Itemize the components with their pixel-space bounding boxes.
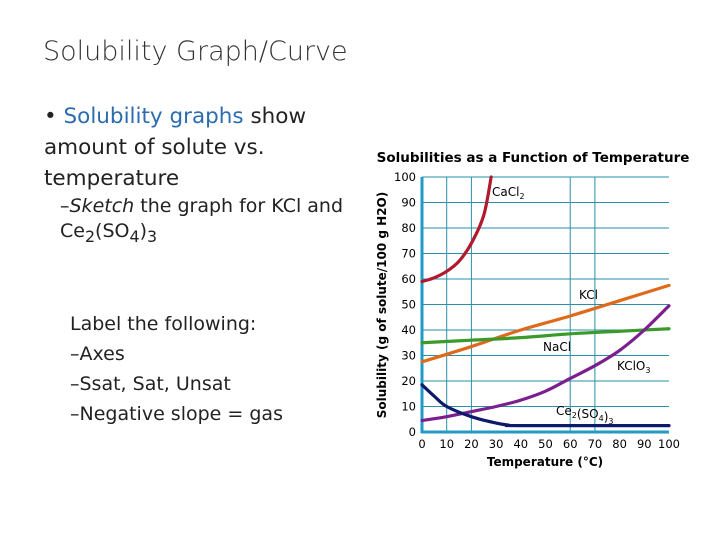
y-tick-label: 40 xyxy=(401,323,416,337)
y-tick-label: 70 xyxy=(401,247,416,261)
bullet-1-highlight: Solubility graphs xyxy=(63,104,244,129)
x-tick-label: 40 xyxy=(513,437,528,451)
series-line-nacl xyxy=(420,327,671,345)
formula: (SO xyxy=(95,220,130,242)
y-tick-label: 20 xyxy=(401,374,416,388)
x-axis-label: Temperature (°C) xyxy=(487,455,603,469)
y-tick-label: 100 xyxy=(394,170,416,184)
bullet-mark: • xyxy=(44,104,57,129)
sub-bullet-text: the graph for KCl and Ce xyxy=(60,195,344,242)
dash: – xyxy=(70,343,80,365)
slide-title: Solubility Graph/Curve xyxy=(43,36,348,67)
y-tick-label: 80 xyxy=(401,221,416,235)
sub4: 4 xyxy=(129,226,140,246)
dash: – xyxy=(70,373,80,395)
series-label: Ce2(SO4)3 xyxy=(556,404,613,426)
x-tick-label: 0 xyxy=(418,437,425,451)
label-item: –Ssat, Sat, Unsat xyxy=(70,369,283,399)
bullet-1-text: show amount of solute vs. temperature xyxy=(44,104,307,191)
sub-bullet: –Sketch the graph for KCl and Ce2(SO4)3 xyxy=(60,194,370,249)
label-heading: Label the following: xyxy=(70,313,257,335)
sketch-word: Sketch xyxy=(69,195,135,217)
label-item-text: Axes xyxy=(79,343,125,365)
formula-end: ) xyxy=(139,220,147,242)
sub2: 2 xyxy=(84,226,96,246)
label-item: –Axes xyxy=(70,339,283,369)
y-tick-label: 50 xyxy=(401,298,416,312)
x-tick-label: 30 xyxy=(489,437,504,451)
dash: – xyxy=(70,403,80,425)
dash: – xyxy=(60,195,70,217)
y-tick-label: 10 xyxy=(401,400,416,414)
y-axis-label: Solubility (g of solute/100 g H2O) xyxy=(375,192,389,418)
label-item: –Negative slope = gas xyxy=(70,399,283,429)
x-tick-label: 10 xyxy=(439,437,454,451)
series-line-kcl xyxy=(420,283,671,364)
chart-title: Solubilities as a Function of Temperatur… xyxy=(377,150,690,166)
label-item-text: Negative slope = gas xyxy=(79,403,283,425)
label-list: Label the following: –Axes –Ssat, Sat, U… xyxy=(70,309,283,429)
bullet-1: • Solubility graphs show amount of solut… xyxy=(44,101,344,194)
series-line-ce2so43 xyxy=(420,383,671,428)
label-item-text: Ssat, Sat, Unsat xyxy=(79,373,231,395)
y-tick-label: 90 xyxy=(401,196,416,210)
series-label: KCl xyxy=(579,288,598,302)
series-label: NaCl xyxy=(543,340,571,354)
y-tick-label: 0 xyxy=(409,425,416,439)
x-tick-label: 100 xyxy=(658,437,680,451)
x-tick-label: 50 xyxy=(538,437,553,451)
y-tick-label: 60 xyxy=(401,272,416,286)
series-label: CaCl2 xyxy=(492,185,525,201)
x-tick-label: 20 xyxy=(464,437,479,451)
series-label: KClO3 xyxy=(617,359,650,375)
series-line-cacl2 xyxy=(420,175,493,284)
x-tick-label: 80 xyxy=(612,437,627,451)
x-tick-label: 70 xyxy=(588,437,603,451)
x-tick-label: 90 xyxy=(637,437,652,451)
y-tick-label: 30 xyxy=(401,349,416,363)
sub3: 3 xyxy=(146,226,158,246)
x-tick-label: 60 xyxy=(563,437,578,451)
